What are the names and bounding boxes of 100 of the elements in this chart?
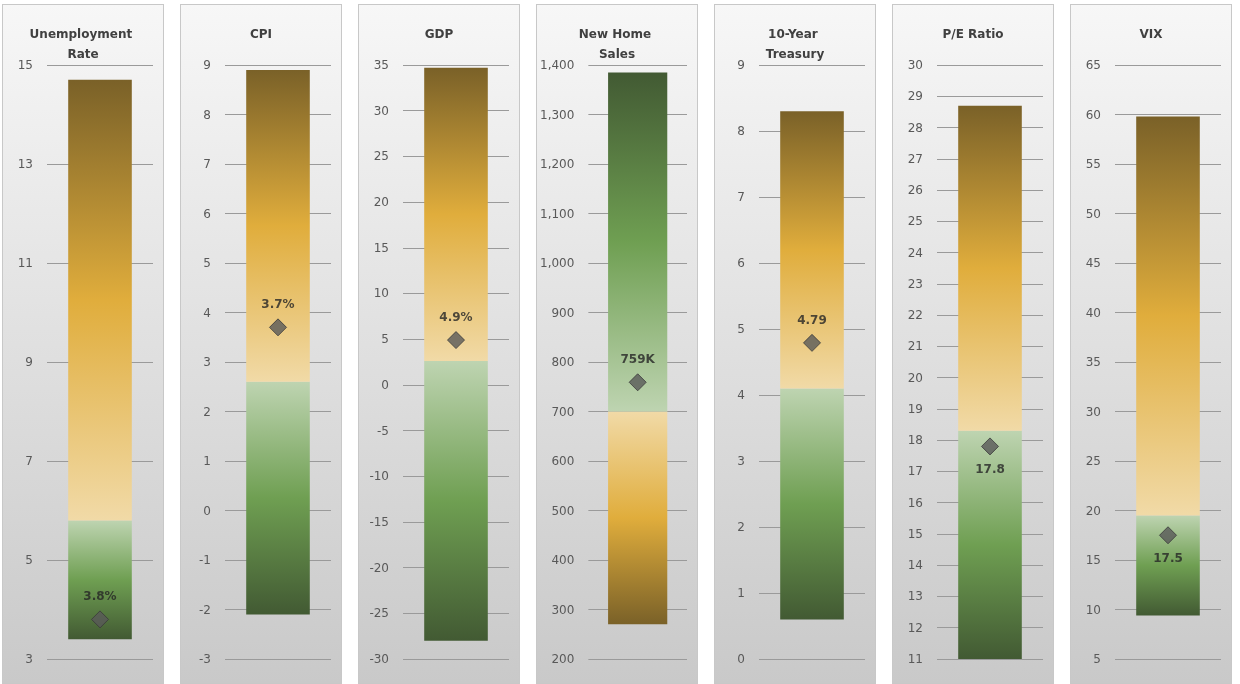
y-tick-label: 11 [907, 652, 923, 666]
y-tick-label: 8 [737, 124, 745, 138]
y-tick-label: 6 [203, 206, 211, 221]
y-tick-label: 8 [203, 107, 211, 122]
y-tick-label: 23 [907, 276, 923, 291]
data-label: 4.9% [439, 310, 473, 325]
y-tick-label: 30 [907, 58, 923, 72]
y-tick-label: 13 [17, 157, 33, 171]
y-tick-label: 60 [1085, 107, 1101, 122]
y-tick-label: -30 [369, 652, 389, 666]
chart-title: P/E Ratio [942, 27, 1004, 41]
y-tick-label: 25 [373, 149, 389, 164]
y-tick-label: 7 [203, 157, 211, 171]
y-tick-label: 10 [1085, 602, 1101, 617]
y-tick-label: 3 [203, 355, 211, 369]
y-tick-label: 16 [907, 495, 923, 510]
chart-title: Unemployment Rate [29, 27, 137, 61]
y-tick-label: 700 [551, 404, 575, 419]
y-tick-label: 17 [907, 464, 923, 479]
y-tick-label: 5 [381, 332, 389, 347]
y-tick-label: 9 [737, 58, 745, 72]
y-tick-label: 5 [203, 256, 211, 270]
y-tick-label: 50 [1085, 206, 1101, 221]
y-tick-label: 20 [907, 370, 923, 385]
y-tick-label: 500 [551, 503, 575, 518]
y-tick-label: 13 [907, 589, 923, 604]
y-tick-label: 20 [1085, 503, 1101, 518]
y-tick-label: 21 [907, 339, 923, 354]
y-tick-label: -2 [199, 602, 211, 617]
y-tick-label: 2 [737, 520, 745, 534]
y-tick-label: 1 [203, 454, 211, 468]
y-tick-label: 1,000 [539, 256, 575, 270]
y-tick-label: 40 [1085, 305, 1101, 320]
y-tick-label: 12 [907, 620, 923, 635]
y-tick-label: 35 [373, 58, 389, 72]
y-tick-label: 3 [25, 652, 33, 666]
y-tick-label: 1,100 [539, 206, 575, 221]
y-tick-label: 0 [381, 377, 389, 392]
y-tick-label: 2 [203, 404, 211, 419]
y-tick-label: 4 [737, 388, 745, 402]
y-tick-label: 600 [551, 454, 575, 468]
y-tick-label: 300 [551, 602, 575, 617]
y-tick-label: 800 [551, 355, 575, 369]
y-tick-label: 55 [1085, 157, 1101, 171]
y-tick-label: 29 [907, 89, 923, 104]
y-tick-label: 0 [737, 652, 745, 666]
y-tick-label: 200 [551, 652, 575, 666]
y-tick-label: 11 [17, 256, 33, 270]
y-tick-label: 10 [373, 286, 389, 301]
y-tick-label: 6 [737, 256, 745, 270]
chart-title: GDP [424, 27, 454, 41]
y-tick-label: -5 [377, 423, 389, 438]
y-tick-label: 1 [737, 586, 745, 600]
y-tick-label: 900 [551, 305, 575, 320]
y-tick-label: 25 [1085, 454, 1101, 468]
y-tick-label: 5 [25, 553, 33, 567]
chart-title: 10-Year Treasury [765, 27, 825, 61]
y-tick-label: 1,400 [539, 58, 575, 72]
y-tick-label: 28 [907, 120, 923, 135]
y-tick-label: 9 [203, 58, 211, 72]
y-tick-label: 18 [907, 433, 923, 448]
y-tick-label: 7 [25, 454, 33, 468]
data-label: 17.5 [1153, 551, 1183, 566]
y-tick-label: 0 [203, 503, 211, 518]
y-tick-label: -3 [199, 652, 211, 666]
data-label: 17.8 [975, 462, 1005, 477]
y-tick-label: 19 [907, 401, 923, 416]
y-tick-label: -10 [369, 469, 389, 484]
y-tick-label: 24 [907, 245, 923, 260]
y-tick-label: 15 [907, 526, 923, 541]
y-tick-label: 35 [1085, 355, 1101, 369]
data-label: 4.79 [797, 312, 827, 327]
y-tick-label: 65 [1085, 58, 1101, 72]
data-label: 3.8% [83, 589, 117, 604]
chart-title: VIX [1139, 27, 1164, 41]
y-tick-label: 30 [1085, 404, 1101, 419]
y-tick-label: -25 [369, 606, 389, 621]
y-tick-label: 30 [373, 103, 389, 118]
y-tick-label: 15 [1085, 553, 1101, 567]
y-tick-label: 45 [1085, 256, 1101, 270]
y-tick-label: 4 [203, 305, 211, 320]
y-tick-label: -1 [199, 553, 211, 567]
chart-title: CPI [249, 27, 273, 41]
y-tick-label: 26 [907, 183, 923, 198]
data-label: 759K [620, 352, 656, 367]
y-tick-label: 1,300 [539, 107, 575, 122]
y-tick-label: 15 [373, 240, 389, 255]
y-tick-label: 5 [737, 322, 745, 336]
chart-title: New Home Sales [578, 27, 656, 61]
y-tick-label: 27 [907, 151, 923, 166]
y-tick-label: 22 [907, 308, 923, 323]
y-tick-label: 14 [907, 558, 923, 573]
y-tick-label: 1,200 [539, 157, 575, 171]
y-tick-label: 9 [25, 355, 33, 369]
y-tick-label: 15 [17, 58, 33, 72]
data-label: 3.7% [261, 297, 295, 312]
y-tick-label: 3 [737, 454, 745, 468]
y-tick-label: 400 [551, 553, 575, 567]
y-tick-label: -15 [369, 514, 389, 529]
y-tick-label: 25 [907, 214, 923, 229]
